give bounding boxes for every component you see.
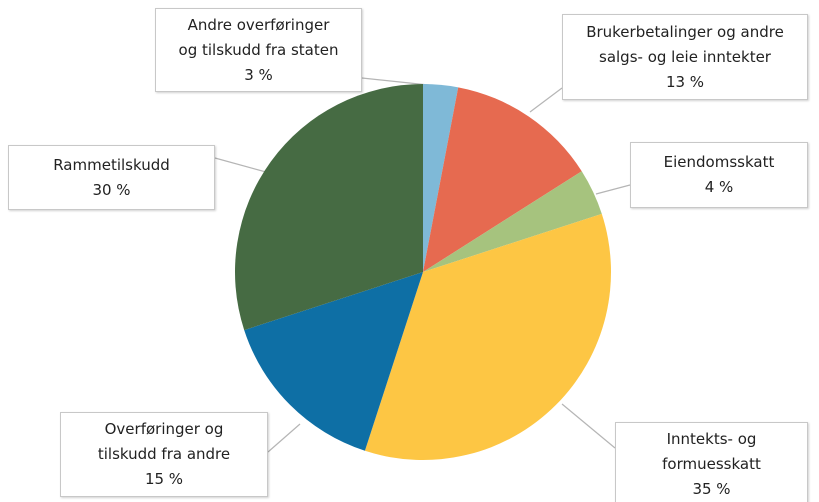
label-box: Inntekts- og formuesskatt 35 % (615, 422, 808, 502)
leader-line (267, 423, 301, 453)
category-label: Brukerbetalinger og andre salgs- og leie… (586, 22, 784, 66)
category-label: Inntekts- og formuesskatt (662, 429, 761, 473)
pie-slice (364, 213, 611, 460)
category-label: Eiendomsskatt (663, 153, 775, 171)
category-label: Overføringer og tilskudd fra andre (97, 420, 231, 463)
value-label: 15 % (144, 470, 184, 488)
label-box: Rammetilskudd 30 % (8, 145, 215, 210)
value-label: 35 % (692, 479, 731, 498)
category-label: Rammetilskudd (53, 155, 170, 174)
leader-line (595, 184, 631, 195)
pie-slice (244, 272, 423, 451)
slices (235, 84, 611, 460)
value-label: 13 % (665, 72, 705, 91)
value-label: 30 % (92, 180, 131, 199)
label-box: Eiendomsskatt 4 % (630, 142, 808, 208)
label-box: Overføringer og tilskudd fra andre 15 % (60, 412, 268, 497)
label-box: Andre overføringer og tilskudd fra state… (155, 8, 362, 92)
value-label: 3 % (244, 65, 273, 84)
leader-line (214, 157, 267, 173)
pie-slice (235, 84, 423, 331)
leader-line (561, 403, 616, 449)
pie-slice (423, 87, 582, 273)
value-label: 4 % (704, 178, 734, 196)
pie-slice (423, 84, 459, 272)
label-box: Brukerbetalinger og andre salgs- og leie… (562, 14, 808, 100)
pie-slice (423, 171, 602, 272)
category-label: Andre overføringer og tilskudd fra state… (178, 15, 339, 59)
leader-line (529, 87, 563, 113)
